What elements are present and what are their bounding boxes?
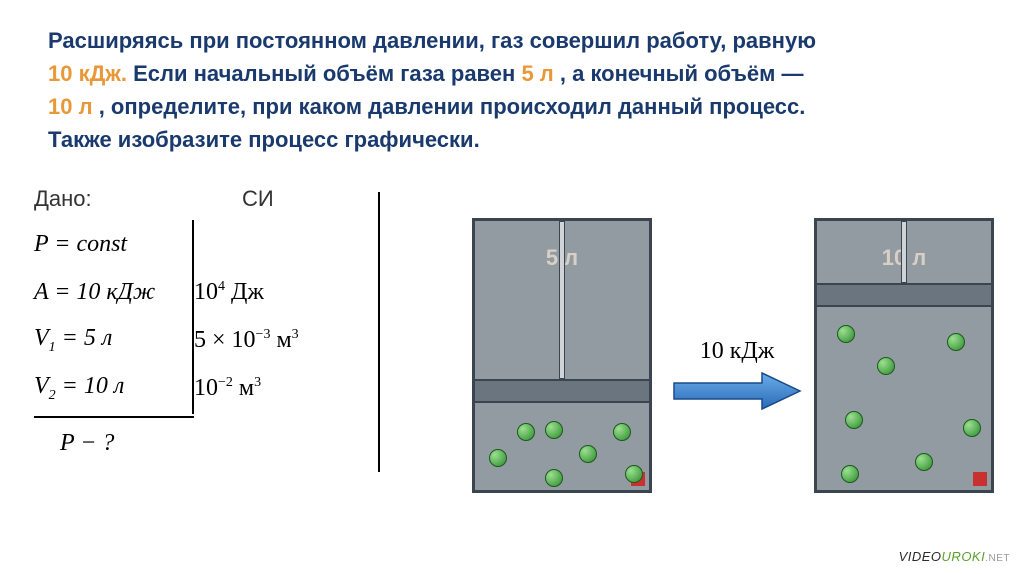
problem-line4: Также изобразите процесс графически. — [48, 127, 480, 152]
piston-rod — [559, 221, 565, 379]
arrow-icon — [672, 371, 802, 411]
problem-line2b: Если начальный объём газа равен — [133, 61, 521, 86]
given-row: V1 = 5 л 5 × 10−3 м3 — [34, 316, 364, 364]
divider-horizontal — [34, 416, 194, 418]
molecule-icon — [545, 469, 563, 487]
molecule-icon — [947, 333, 965, 351]
given-row: V2 = 10 л 10−2 м3 — [34, 364, 364, 412]
given-lhs: V2 = 10 л — [34, 373, 194, 404]
molecule-icon — [545, 421, 563, 439]
molecule-icon — [489, 449, 507, 467]
logo-part2: UROKI — [942, 549, 986, 564]
given-rhs: 104 Дж — [194, 279, 364, 306]
cylinder-final: 10 л — [814, 218, 994, 493]
piston — [475, 379, 649, 403]
piston — [817, 283, 991, 307]
logo-part1: VIDEO — [899, 549, 942, 564]
given-rhs: 10−2 м3 — [194, 375, 364, 402]
molecule-icon — [625, 465, 643, 483]
given-lhs: V1 = 5 л — [34, 325, 194, 356]
problem-statement: Расширяясь при постоянном давлении, газ … — [48, 24, 968, 156]
given-lhs: A = 10 кДж — [34, 279, 194, 306]
problem-line1: Расширяясь при постоянном давлении, газ … — [48, 28, 816, 53]
molecule-icon — [845, 411, 863, 429]
red-tag-icon — [973, 472, 987, 486]
molecule-icon — [613, 423, 631, 441]
given-row: P = const — [34, 220, 364, 268]
cylinder-initial: 5 л — [472, 218, 652, 493]
given-block: P = const A = 10 кДж 104 Дж V1 = 5 л 5 ×… — [34, 220, 364, 412]
molecule-icon — [915, 453, 933, 471]
given-row: A = 10 кДж 104 Дж — [34, 268, 364, 316]
si-label: СИ — [242, 186, 274, 212]
logo-part3: .NET — [985, 553, 1010, 564]
molecule-icon — [837, 325, 855, 343]
arrow-label: 10 кДж — [672, 338, 802, 365]
problem-val-v1: 5 л — [521, 61, 553, 86]
molecule-icon — [963, 419, 981, 437]
divider-vertical-2 — [378, 192, 380, 472]
divider-vertical-1 — [192, 220, 194, 414]
molecule-icon — [841, 465, 859, 483]
piston-rod — [901, 221, 907, 283]
work-arrow: 10 кДж — [672, 338, 802, 411]
given-rhs: 5 × 10−3 м3 — [194, 327, 364, 354]
given-lhs: P = const — [34, 231, 194, 258]
problem-line2d: , а конечный объём — — [560, 61, 804, 86]
problem-val-v2: 10 л — [48, 94, 93, 119]
molecule-icon — [877, 357, 895, 375]
problem-line3b: , определите, при каком давлении происхо… — [99, 94, 806, 119]
given-question: P − ? — [60, 430, 114, 457]
problem-val-work: 10 кДж. — [48, 61, 127, 86]
given-label: Дано: — [34, 186, 92, 212]
molecule-icon — [579, 445, 597, 463]
molecule-icon — [517, 423, 535, 441]
videouroki-logo: VIDEOUROKI.NET — [899, 549, 1010, 564]
